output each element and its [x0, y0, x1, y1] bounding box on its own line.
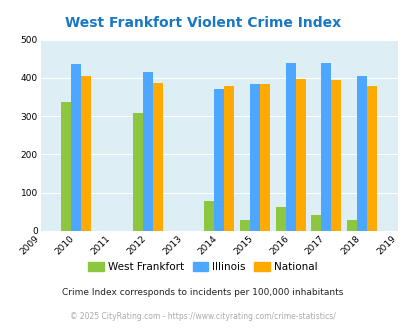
Text: West Frankfort Violent Crime Index: West Frankfort Violent Crime Index — [65, 16, 340, 30]
Text: © 2025 CityRating.com - https://www.cityrating.com/crime-statistics/: © 2025 CityRating.com - https://www.city… — [70, 312, 335, 321]
Bar — [285, 63, 295, 231]
Bar — [366, 86, 376, 231]
Legend: West Frankfort, Illinois, National: West Frankfort, Illinois, National — [84, 258, 321, 276]
Bar — [71, 64, 81, 231]
Bar — [239, 219, 249, 231]
Bar — [249, 84, 259, 231]
Bar — [311, 214, 321, 231]
Bar — [295, 79, 305, 231]
Bar — [356, 76, 366, 231]
Text: Crime Index corresponds to incidents per 100,000 inhabitants: Crime Index corresponds to incidents per… — [62, 287, 343, 297]
Bar — [321, 63, 330, 231]
Bar — [152, 83, 162, 231]
Bar — [143, 72, 152, 231]
Bar — [259, 84, 269, 231]
Bar — [346, 219, 356, 231]
Bar — [330, 80, 341, 231]
Bar — [81, 76, 91, 231]
Bar — [275, 207, 285, 231]
Bar — [132, 114, 143, 231]
Bar — [214, 89, 224, 231]
Bar — [224, 86, 234, 231]
Bar — [204, 201, 214, 231]
Bar — [61, 102, 71, 231]
